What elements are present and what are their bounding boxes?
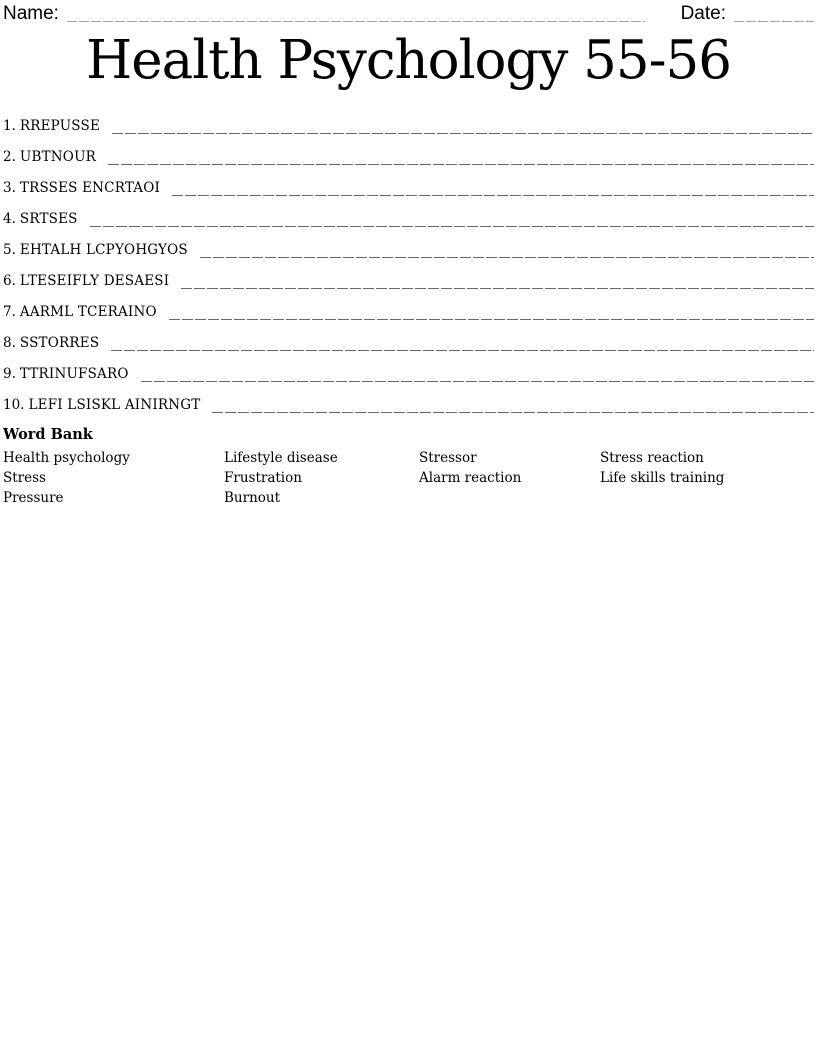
date-blank-line[interactable]: [734, 19, 814, 22]
scrambled-word: SRTSES: [19, 211, 78, 227]
word-bank-entry: Stress: [3, 470, 46, 486]
scrambled-word: LEFI LSISKL AINIRNGT: [28, 397, 201, 413]
item-number: 5.: [3, 242, 16, 258]
word-bank-entry: Health psychology: [3, 450, 130, 466]
answer-blank-line[interactable]: [199, 254, 814, 258]
item-label: 2. UBTNOUR: [3, 149, 96, 165]
worksheet-item-7: 7. AARML TCERAINO: [3, 292, 814, 323]
word-bank-entry: Stress reaction: [600, 450, 704, 466]
scrambled-word: RREPUSSE: [19, 118, 101, 134]
word-bank-entry: Life skills training: [600, 470, 725, 486]
answer-blank-line[interactable]: [112, 130, 814, 134]
name-blank-line[interactable]: [66, 19, 645, 22]
word-bank-entry: Stressor: [419, 450, 477, 466]
worksheet-item-1: 1. RREPUSSE: [3, 106, 814, 137]
item-number: 2.: [3, 149, 16, 165]
item-number: 7.: [3, 304, 16, 320]
worksheet-item-3: 3. TRSSES ENCRTAOI: [3, 168, 814, 199]
word-bank-entry: Lifestyle disease: [224, 450, 338, 466]
date-label: Date:: [680, 3, 726, 24]
scrambled-word: UBTNOUR: [19, 149, 97, 165]
answer-blank-line[interactable]: [168, 316, 814, 320]
word-bank-title: Word Bank: [3, 426, 93, 443]
worksheet-item-6: 6. LTESEIFLY DESAESI: [3, 261, 814, 292]
item-label: 6. LTESEIFLY DESAESI: [3, 273, 169, 289]
item-number: 8.: [3, 335, 16, 351]
scrambled-word: SSTORRES: [19, 335, 100, 351]
item-label: 3. TRSSES ENCRTAOI: [3, 180, 160, 196]
worksheet-item-4: 4. SRTSES: [3, 199, 814, 230]
item-label: 7. AARML TCERAINO: [3, 304, 157, 320]
answer-blank-line[interactable]: [111, 347, 814, 351]
worksheet-item-9: 9. TTRINUFSARO: [3, 354, 814, 385]
item-number: 6.: [3, 273, 16, 289]
scrambled-word: TRSSES ENCRTAOI: [19, 180, 161, 196]
items-list: 1. RREPUSSE 2. UBTNOUR 3. TRSSES ENCRTAOI 4…: [3, 106, 814, 416]
word-bank-entry: Frustration: [224, 470, 302, 486]
page-title: Health Psychology 55-56: [86, 30, 732, 91]
item-label: 4. SRTSES: [3, 211, 78, 227]
word-bank-column-3: Stressor Alarm reaction: [419, 448, 600, 508]
answer-blank-line[interactable]: [181, 285, 814, 289]
item-label: 10. LEFI LSISKL AINIRNGT: [3, 397, 200, 413]
item-number: 3.: [3, 180, 16, 196]
answer-blank-line[interactable]: [172, 192, 814, 196]
scrambled-word: EHTALH LCPYOHGYOS: [19, 242, 188, 258]
word-bank-grid: Health psychology Stress Pressure Lifest…: [3, 448, 814, 508]
item-number: 10.: [3, 397, 25, 413]
worksheet-item-10: 10. LEFI LSISKL AINIRNGT: [3, 385, 814, 416]
scrambled-word: AARML TCERAINO: [19, 304, 157, 320]
worksheet-item-8: 8. SSTORRES: [3, 323, 814, 354]
worksheet-item-2: 2. UBTNOUR: [3, 137, 814, 168]
word-bank-entry: Alarm reaction: [419, 470, 522, 486]
answer-blank-line[interactable]: [212, 409, 814, 413]
answer-blank-line[interactable]: [89, 223, 814, 227]
answer-blank-line[interactable]: [140, 378, 814, 382]
scrambled-word: LTESEIFLY DESAESI: [19, 273, 170, 289]
name-label: Name:: [3, 3, 59, 24]
answer-blank-line[interactable]: [108, 161, 814, 165]
item-label: 8. SSTORRES: [3, 335, 99, 351]
word-bank-column-4: Stress reaction Life skills training: [600, 448, 814, 508]
word-bank-column-1: Health psychology Stress Pressure: [3, 448, 224, 508]
word-bank-entry: Burnout: [224, 490, 281, 506]
item-label: 9. TTRINUFSARO: [3, 366, 129, 382]
item-label: 5. EHTALH LCPYOHGYOS: [3, 242, 188, 258]
word-bank-section: Word Bank Health psychology Stress Press…: [3, 425, 814, 508]
item-label: 1. RREPUSSE: [3, 118, 100, 134]
name-date-header: Name: Date:: [3, 2, 814, 24]
worksheet-item-5: 5. EHTALH LCPYOHGYOS: [3, 230, 814, 261]
item-number: 4.: [3, 211, 16, 227]
item-number: 1.: [3, 118, 16, 134]
item-number: 9.: [3, 366, 16, 382]
word-bank-column-2: Lifestyle disease Frustration Burnout: [224, 448, 419, 508]
word-bank-entry: Pressure: [3, 490, 64, 506]
scrambled-word: TTRINUFSARO: [19, 366, 129, 382]
